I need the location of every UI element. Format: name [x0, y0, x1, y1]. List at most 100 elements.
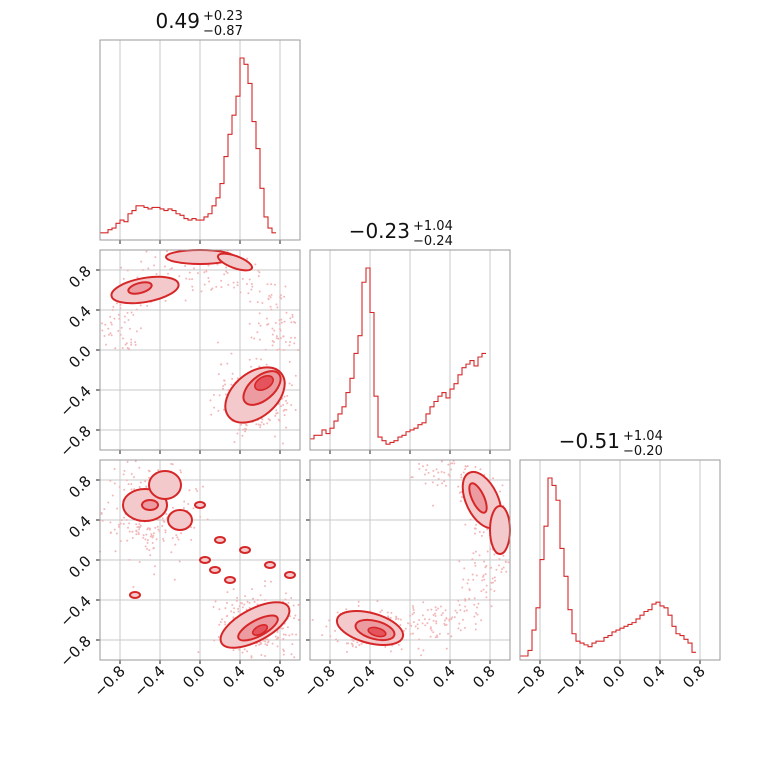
sample-point [111, 308, 114, 311]
sample-point [260, 421, 263, 424]
sample-point [463, 567, 466, 570]
x-tick-label: −0.4 [550, 662, 588, 700]
sample-point [336, 640, 339, 643]
sample-point [504, 560, 507, 563]
sample-point [288, 634, 291, 637]
sample-point [233, 611, 236, 614]
sample-point [217, 409, 220, 412]
sample-point [209, 399, 212, 402]
sample-point [258, 338, 261, 341]
sample-point [187, 502, 190, 505]
sample-point [224, 607, 227, 610]
histogram-line [310, 267, 486, 445]
sample-point [109, 315, 112, 318]
sample-point [407, 622, 410, 625]
sample-point [379, 611, 382, 614]
sample-point [112, 305, 115, 308]
sample-point [473, 562, 476, 565]
sample-point [170, 267, 173, 270]
sample-point [179, 469, 182, 472]
sample-point [227, 283, 230, 286]
sample-point [422, 649, 425, 652]
sample-point [244, 430, 247, 433]
sample-point [264, 643, 267, 646]
sample-point [458, 560, 461, 563]
sample-point [138, 523, 141, 526]
sample-point [311, 618, 314, 621]
sample-point [437, 477, 440, 480]
sample-point [457, 599, 460, 602]
sample-point [248, 358, 251, 361]
sample-point [113, 317, 116, 320]
sample-point [279, 328, 282, 331]
sample-point [251, 285, 254, 288]
contour-level [194, 501, 206, 509]
sample-point [221, 618, 224, 621]
sample-point [222, 384, 225, 387]
sample-point [121, 337, 124, 340]
sample-point [449, 462, 452, 465]
sample-point [154, 256, 157, 259]
sample-point [213, 406, 216, 409]
sample-point [267, 323, 270, 326]
y-tick-label: 0.0 [65, 552, 95, 582]
sample-point [259, 643, 262, 646]
sample-point [212, 606, 215, 609]
sample-point [237, 610, 240, 613]
sample-point [169, 268, 172, 271]
sample-point [483, 578, 486, 581]
sample-point [474, 550, 477, 553]
sample-point [256, 301, 259, 304]
contour-level [209, 566, 221, 574]
sample-point [117, 523, 120, 526]
sample-point [254, 644, 257, 647]
sample-point [203, 271, 206, 274]
sample-point [438, 632, 441, 635]
sample-point [146, 547, 149, 550]
sample-point [121, 346, 124, 349]
sample-point [191, 278, 194, 281]
sample-point [126, 460, 129, 463]
sample-point [290, 653, 293, 656]
sample-point [236, 432, 239, 435]
sample-point [107, 327, 110, 330]
contour-level [127, 281, 153, 295]
sample-point [122, 516, 125, 519]
sample-point [290, 336, 293, 339]
sample-point [183, 500, 186, 503]
sample-point [285, 408, 288, 411]
sample-point [197, 651, 200, 654]
sample-point [118, 525, 121, 528]
sample-point [427, 471, 430, 474]
sample-point [493, 576, 496, 579]
sample-point [413, 611, 416, 614]
sample-point [246, 650, 249, 653]
panel-title-0: 0.49 +0.23−0.87 [155, 9, 242, 39]
sample-point [443, 619, 446, 622]
title-plus-error: +0.23 [203, 9, 243, 24]
sample-point [105, 343, 108, 346]
sample-point [411, 613, 414, 616]
sample-point [132, 476, 135, 479]
sample-point [253, 600, 256, 603]
sample-point [203, 283, 206, 286]
sample-point [162, 519, 165, 522]
sample-point [416, 623, 419, 626]
sample-point [412, 608, 415, 611]
sample-point [195, 487, 198, 490]
sample-point [248, 606, 251, 609]
sample-point [282, 348, 285, 351]
contour-level [216, 252, 254, 272]
sample-point [152, 534, 155, 537]
sample-point [437, 607, 440, 610]
sample-point [502, 566, 505, 569]
sample-point [290, 321, 293, 324]
sample-point [235, 599, 238, 602]
sample-point [498, 558, 501, 561]
sample-point [264, 640, 267, 643]
sample-point [148, 549, 151, 552]
sample-point [113, 468, 116, 471]
sample-point [329, 635, 332, 638]
sample-point [188, 278, 191, 281]
sample-point [224, 383, 227, 386]
